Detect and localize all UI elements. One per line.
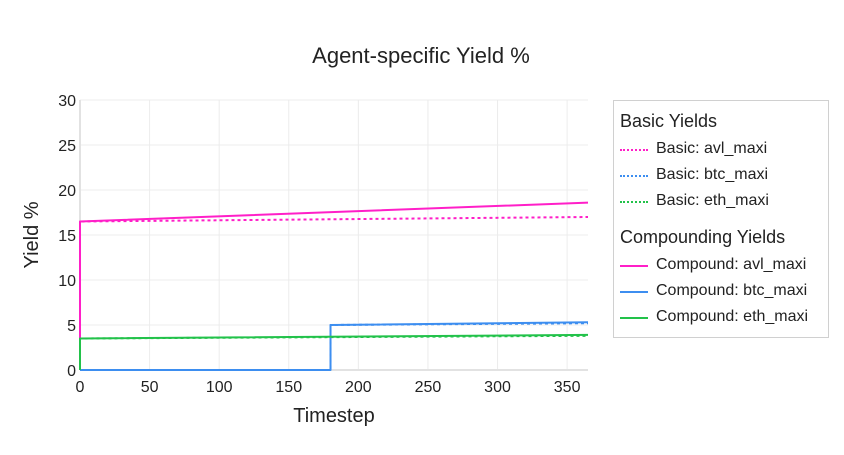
x-tick-label: 100 (206, 379, 233, 396)
y-tick-label: 10 (58, 273, 76, 290)
x-tick-label: 350 (554, 379, 581, 396)
legend-label: Basic: avl_maxi (656, 140, 768, 157)
legend-swatch (620, 175, 648, 177)
series-line-basic-btc-maxi (80, 322, 589, 371)
legend-item-basic-avl-maxi[interactable]: Basic: avl_maxi (620, 139, 826, 161)
legend-swatch (620, 201, 648, 203)
series-line-compound-btc-maxi (80, 321, 589, 371)
y-tick-label: 25 (58, 138, 76, 155)
legend-item-basic-btc-maxi[interactable]: Basic: btc_maxi (620, 165, 826, 187)
y-tick-label: 5 (67, 318, 76, 335)
series-line-compound-avl-maxi (79, 201, 589, 370)
y-axis-title: Yield % (21, 201, 43, 268)
y-tick-label: 0 (67, 363, 76, 380)
y-tick-label: 30 (58, 93, 76, 110)
x-tick-label: 0 (76, 379, 85, 396)
legend-item-compound-avl-maxi[interactable]: Compound: avl_maxi (620, 255, 826, 277)
series-line-compound-eth-maxi (79, 333, 589, 370)
chart-title: Agent-specific Yield % (312, 43, 530, 68)
x-tick-label: 150 (275, 379, 302, 396)
x-axis-title: Timestep (293, 405, 375, 427)
legend-group-title: Basic Yields (620, 111, 718, 131)
legend-item-compound-eth-maxi[interactable]: Compound: eth_maxi (620, 307, 826, 329)
x-tick-label: 50 (141, 379, 159, 396)
x-tick-label: 300 (484, 379, 511, 396)
series-line-basic-eth-maxi (79, 334, 589, 370)
legend-label: Basic: eth_maxi (656, 192, 769, 209)
legend-swatch (620, 291, 648, 293)
series-lines (79, 201, 589, 371)
y-tick-label: 20 (58, 183, 76, 200)
legend-group-title: Compounding Yields (620, 227, 786, 247)
y-tick-label: 15 (58, 228, 76, 245)
legend: Basic Yields Basic: avl_maxi Basic: btc_ma… (613, 100, 829, 338)
legend-swatch (620, 149, 648, 151)
series-line-basic-avl-maxi (79, 216, 589, 370)
legend-swatch (620, 265, 648, 267)
legend-item-basic-eth-maxi[interactable]: Basic: eth_maxi (620, 191, 826, 213)
legend-swatch (620, 317, 648, 319)
legend-label: Compound: btc_maxi (656, 282, 808, 299)
legend-label: Compound: avl_maxi (656, 256, 807, 273)
legend-label: Compound: eth_maxi (656, 308, 809, 325)
x-tick-label: 250 (415, 379, 442, 396)
grid (80, 99, 588, 370)
x-tick-label: 200 (345, 379, 372, 396)
legend-item-compound-btc-maxi[interactable]: Compound: btc_maxi (620, 281, 826, 303)
legend-label: Basic: btc_maxi (656, 166, 769, 183)
